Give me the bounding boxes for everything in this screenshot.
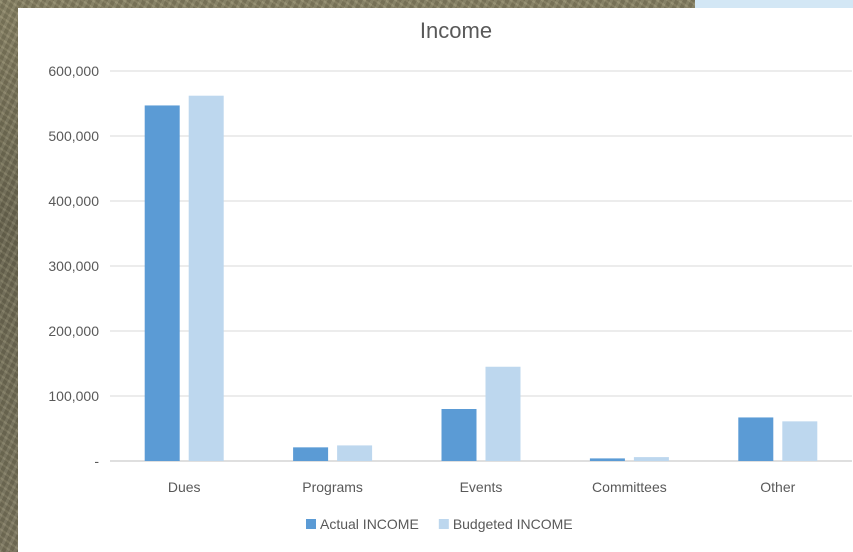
legend-swatch <box>306 519 316 529</box>
gridlines <box>110 70 852 462</box>
bar-dues-actual <box>144 105 180 461</box>
income-chart: Income - 100,000 200,000 300,000 400,000 500,… <box>48 18 852 532</box>
y-tick-label: - <box>94 453 99 469</box>
bar-other-budgeted <box>782 421 818 461</box>
bar-events-actual <box>441 409 477 461</box>
bar-other-actual <box>738 417 774 461</box>
x-axis: Dues Programs Events Committees Other <box>168 479 796 495</box>
y-axis: - 100,000 200,000 300,000 400,000 500,000 600,… <box>48 63 99 469</box>
y-tick-label: 200,000 <box>48 323 99 339</box>
legend-label: Actual INCOME <box>320 516 419 532</box>
bar-programs-actual <box>293 447 329 461</box>
y-tick-label: 500,000 <box>48 128 99 144</box>
legend-label: Budgeted INCOME <box>453 516 573 532</box>
bars <box>144 95 818 461</box>
bar-events-budgeted <box>485 366 521 461</box>
x-tick-label: Dues <box>168 479 201 495</box>
x-tick-label: Committees <box>592 479 667 495</box>
bar-committees-actual <box>589 458 625 461</box>
x-tick-label: Events <box>460 479 503 495</box>
y-tick-label: 300,000 <box>48 258 99 274</box>
bar-dues-budgeted <box>188 95 224 461</box>
y-tick-label: 400,000 <box>48 193 99 209</box>
bar-programs-budgeted <box>337 445 373 461</box>
y-tick-label: 600,000 <box>48 63 99 79</box>
legend: Actual INCOME Budgeted INCOME <box>306 516 573 532</box>
legend-swatch <box>438 519 449 529</box>
chart-card: Income - 100,000 200,000 300,000 400,000 500,… <box>18 8 853 552</box>
chart-title: Income <box>420 18 492 43</box>
bar-committees-budgeted <box>633 457 669 461</box>
x-tick-label: Programs <box>302 479 363 495</box>
x-tick-label: Other <box>760 479 795 495</box>
y-tick-label: 100,000 <box>48 388 99 404</box>
